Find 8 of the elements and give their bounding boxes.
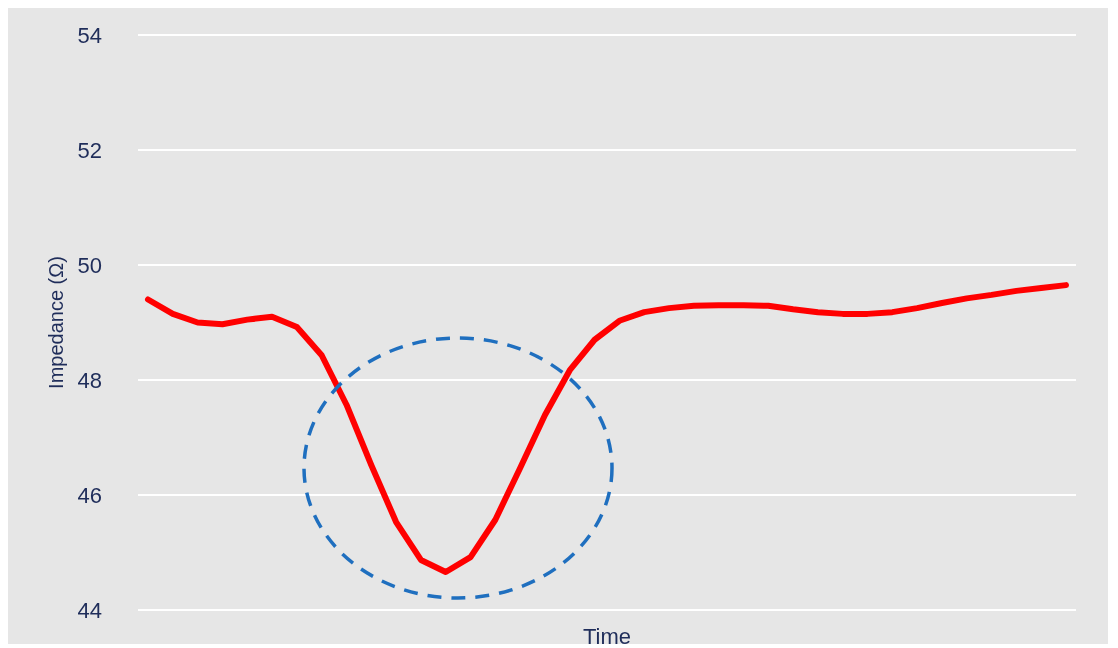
y-tick-label: 46 — [77, 482, 102, 508]
y-tick-label: 52 — [77, 137, 102, 163]
x-axis-title: Time — [582, 624, 632, 648]
y-tick-label: 48 — [77, 367, 102, 393]
y-axis-title: Impedance (Ω) — [45, 256, 68, 389]
y-tick-label: 54 — [77, 22, 102, 48]
y-tick-label: 44 — [77, 597, 102, 623]
y-tick-label: 50 — [77, 252, 102, 278]
